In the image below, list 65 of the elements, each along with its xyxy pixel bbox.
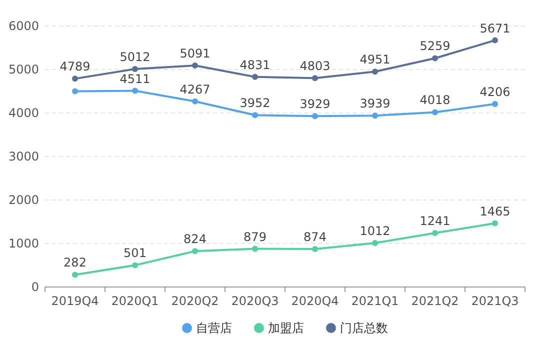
data-label: 4511 (120, 72, 150, 86)
data-label: 824 (184, 232, 206, 246)
point (72, 76, 78, 82)
y-tick-label: 2000 (8, 193, 39, 207)
data-label: 3939 (360, 96, 390, 111)
data-label: 4951 (360, 52, 390, 67)
point (132, 66, 138, 72)
data-label: 4267 (180, 82, 210, 96)
point (492, 220, 498, 226)
data-label: 282 (64, 256, 86, 270)
y-tick-label: 4000 (8, 106, 39, 120)
y-tick-label: 1000 (8, 236, 39, 250)
y-tick-label: 3000 (8, 150, 39, 164)
y-tick-label: 6000 (8, 19, 39, 33)
x-tick-label: 2021Q2 (411, 294, 459, 308)
data-label: 4789 (60, 60, 90, 74)
point (192, 98, 198, 104)
point (252, 74, 258, 80)
data-label: 5091 (180, 46, 210, 61)
x-tick-label: 2020Q3 (231, 294, 279, 308)
data-label: 4206 (480, 85, 510, 100)
x-tick-label: 2019Q4 (51, 294, 99, 308)
point (192, 62, 198, 69)
data-label: 4803 (300, 59, 330, 74)
point (372, 112, 378, 119)
point (492, 101, 498, 108)
data-label: 3952 (240, 96, 270, 110)
data-label: 1241 (420, 214, 450, 228)
data-label: 3929 (300, 97, 330, 112)
point (372, 240, 378, 246)
data-label: 5259 (420, 39, 450, 54)
point (432, 55, 438, 62)
point (132, 88, 138, 94)
point (192, 248, 198, 254)
data-label: 1465 (480, 204, 510, 218)
y-tick-label: 0 (31, 280, 39, 294)
point (312, 113, 318, 120)
data-label: 4018 (420, 93, 450, 108)
legend-label: 加盟店 (268, 321, 304, 335)
point (252, 112, 258, 118)
data-label: 4831 (240, 58, 270, 72)
data-label: 1012 (360, 224, 390, 238)
y-tick-label: 5000 (8, 62, 39, 76)
point (432, 230, 438, 236)
point (252, 246, 258, 252)
x-tick-label: 2021Q1 (351, 294, 399, 308)
point (312, 246, 318, 252)
x-tick-label: 2021Q3 (471, 294, 519, 308)
data-label: 501 (124, 246, 146, 260)
data-label: 5012 (120, 50, 150, 64)
legend-label: 自营店 (196, 321, 232, 335)
point (372, 68, 378, 75)
data-label: 879 (244, 230, 266, 244)
point (492, 37, 498, 44)
point (312, 75, 318, 82)
x-tick-label: 2020Q2 (171, 294, 219, 308)
x-tick-label: 2020Q4 (291, 294, 339, 308)
data-label: 874 (304, 230, 326, 244)
point (72, 272, 78, 278)
x-tick-label: 2020Q1 (111, 294, 159, 308)
point (432, 109, 438, 116)
point (72, 88, 78, 94)
legend-label: 门店总数 (340, 321, 388, 335)
point (132, 262, 138, 268)
data-label: 5671 (480, 21, 510, 36)
